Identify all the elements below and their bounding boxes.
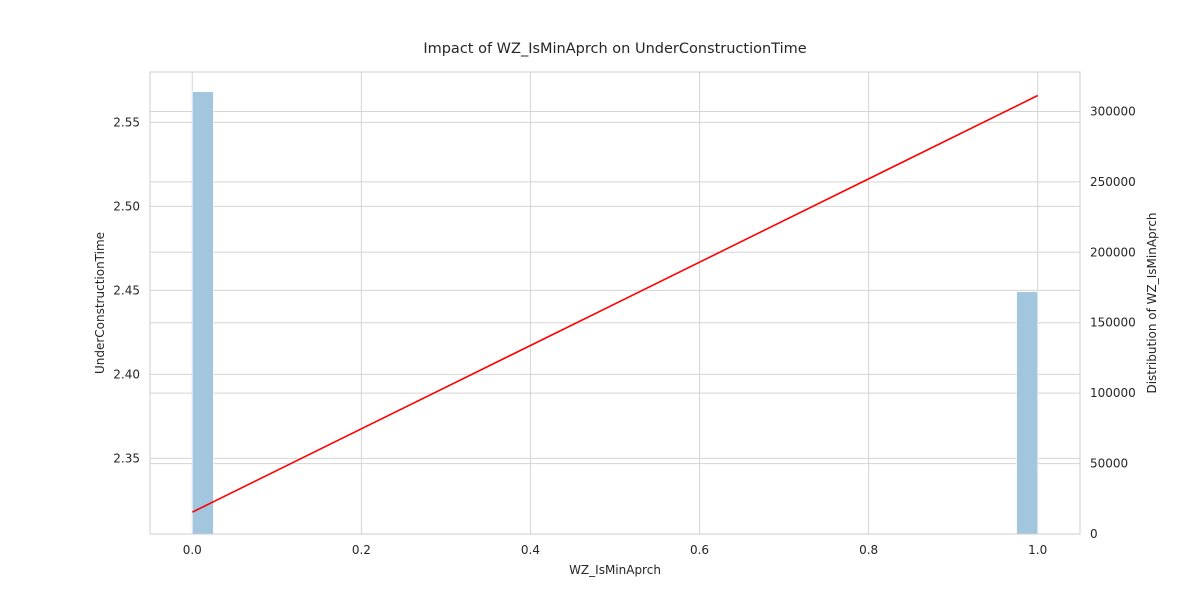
x-tick-label: 0.2 [352,543,371,557]
y-axis-title: UnderConstructionTime [93,232,107,374]
x-tick-label: 0.4 [521,543,540,557]
y2-tick-label: 0 [1090,527,1098,541]
trend-line [191,94,1039,513]
x-tick-label: 1.0 [1028,543,1047,557]
y2-tick-label: 150000 [1090,316,1136,330]
y2-tick-label: 100000 [1090,386,1136,400]
y2-tick-labels: 0 50000 100000 150000 200000 250000 300000 [1090,104,1136,541]
plot-frame [149,71,1081,535]
y2-tick-label: 300000 [1090,104,1136,118]
x-tick-label: 0.8 [859,543,878,557]
histogram-bar [1016,291,1039,535]
histogram-bar [191,91,214,535]
y2-tick-label: 250000 [1090,175,1136,189]
trend-line-layer [191,94,1039,513]
y2-tick-label: 200000 [1090,245,1136,259]
y2-axis-title: Distribution of WZ_IsMinAprch [1145,212,1159,393]
y-tick-label: 2.40 [113,367,140,381]
y2-tick-label: 50000 [1090,457,1128,471]
x-axis-title: WZ_IsMinAprch [569,563,661,577]
y-tick-label: 2.35 [113,451,140,465]
x-tick-label: 0.0 [183,543,202,557]
chart-title: Impact of WZ_IsMinAprch on UnderConstruc… [423,41,806,57]
x-tick-labels: 0.0 0.2 0.4 0.6 0.8 1.0 [183,543,1048,557]
x-tick-label: 0.6 [690,543,709,557]
y-tick-label: 2.45 [113,283,140,297]
y-tick-label: 2.55 [113,115,140,129]
histogram-bars [191,91,1039,535]
y-tick-label: 2.50 [113,199,140,213]
y-tick-labels: 2.35 2.40 2.45 2.50 2.55 [113,115,140,465]
